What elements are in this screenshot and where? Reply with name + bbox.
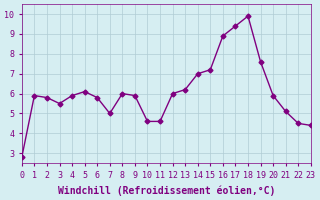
X-axis label: Windchill (Refroidissement éolien,°C): Windchill (Refroidissement éolien,°C) <box>58 185 275 196</box>
